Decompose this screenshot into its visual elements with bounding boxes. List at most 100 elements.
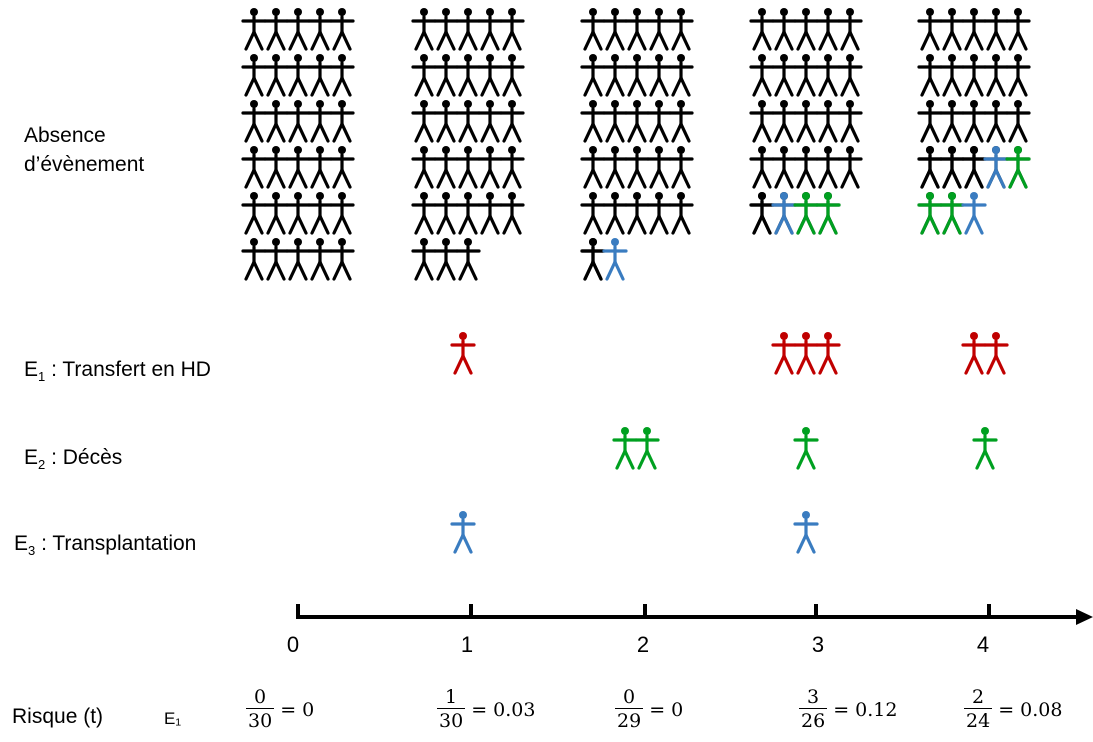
person-no-event bbox=[580, 8, 606, 51]
person-no-event bbox=[917, 100, 943, 143]
person-transfer bbox=[793, 332, 819, 375]
e3-text: : Transplantation bbox=[35, 532, 197, 555]
person-no-event bbox=[749, 54, 775, 97]
person-no-event bbox=[499, 146, 525, 189]
person-death bbox=[972, 427, 998, 470]
person-no-event bbox=[602, 192, 628, 235]
event-e3-label: E3 : Transplantation bbox=[14, 529, 196, 565]
person-no-event bbox=[433, 192, 459, 235]
person-no-event bbox=[307, 8, 333, 51]
person-no-event bbox=[837, 8, 863, 51]
risk-label: Risque (t) bbox=[12, 705, 104, 728]
e1-text: : Transfert en HD bbox=[45, 358, 211, 381]
person-no-event bbox=[668, 8, 694, 51]
risk-numerator: 3 bbox=[807, 686, 820, 708]
person-no-event bbox=[580, 54, 606, 97]
person-no-event bbox=[411, 100, 437, 143]
person-no-event bbox=[477, 192, 503, 235]
person-no-event bbox=[580, 192, 606, 235]
person-no-event bbox=[433, 8, 459, 51]
axis-arrowhead bbox=[1076, 609, 1093, 625]
person-no-event bbox=[646, 146, 672, 189]
person-no-event bbox=[241, 100, 267, 143]
person-no-event bbox=[939, 54, 965, 97]
person-status-overlay bbox=[939, 192, 965, 235]
person-status-overlay bbox=[939, 146, 965, 189]
risk-denominator: 24 bbox=[964, 708, 993, 732]
person-no-event bbox=[624, 146, 650, 189]
person-no-event bbox=[668, 192, 694, 235]
person-no-event bbox=[241, 192, 267, 235]
person-no-event bbox=[602, 54, 628, 97]
person-no-event bbox=[917, 8, 943, 51]
person-no-event bbox=[455, 192, 481, 235]
person-no-event bbox=[749, 8, 775, 51]
person-no-event bbox=[580, 146, 606, 189]
person-no-event bbox=[917, 54, 943, 97]
person-transplant-overlay bbox=[602, 238, 628, 281]
person-no-event bbox=[241, 238, 267, 281]
person-no-event bbox=[983, 8, 1009, 51]
person-no-event bbox=[1005, 54, 1031, 97]
person-no-event bbox=[499, 100, 525, 143]
e3-sub: 3 bbox=[28, 543, 36, 559]
risk-event-label: E₁ bbox=[164, 709, 182, 728]
person-no-event bbox=[624, 192, 650, 235]
person-no-event bbox=[793, 54, 819, 97]
person-no-event bbox=[624, 100, 650, 143]
person-no-event bbox=[961, 100, 987, 143]
no-event-label-line1: Absence bbox=[24, 124, 106, 147]
person-no-event bbox=[771, 100, 797, 143]
person-no-event bbox=[646, 192, 672, 235]
person-no-event bbox=[477, 54, 503, 97]
person-no-event bbox=[499, 8, 525, 51]
person-no-event bbox=[285, 54, 311, 97]
risk-value: = 0 bbox=[280, 698, 315, 721]
person-death bbox=[793, 427, 819, 470]
risk-fraction-t1: 1 30 = 0.03 bbox=[437, 686, 535, 733]
person-no-event bbox=[771, 54, 797, 97]
tick-label-3: 3 bbox=[811, 632, 825, 657]
person-no-event bbox=[580, 238, 606, 281]
tick-label-4: 4 bbox=[976, 632, 990, 657]
person-transplant bbox=[450, 511, 476, 554]
person-status-overlay bbox=[983, 146, 1009, 189]
person-no-event bbox=[793, 8, 819, 51]
person-status-overlay bbox=[1005, 146, 1031, 189]
person-no-event bbox=[668, 100, 694, 143]
person-death bbox=[612, 427, 638, 470]
person-no-event bbox=[837, 146, 863, 189]
person-no-event bbox=[411, 238, 437, 281]
person-no-event bbox=[241, 8, 267, 51]
person-transfer bbox=[771, 332, 797, 375]
person-no-event bbox=[307, 192, 333, 235]
person-no-event bbox=[815, 54, 841, 97]
person-no-event bbox=[668, 146, 694, 189]
person-no-event bbox=[793, 146, 819, 189]
person-transfer bbox=[815, 332, 841, 375]
person-no-event bbox=[307, 238, 333, 281]
person-no-event bbox=[285, 100, 311, 143]
person-no-event bbox=[646, 54, 672, 97]
person-no-event bbox=[285, 146, 311, 189]
person-no-event bbox=[749, 100, 775, 143]
risk-fraction-t2: 0 29 = 0 bbox=[615, 686, 683, 733]
person-no-event bbox=[580, 100, 606, 143]
risk-numerator: 0 bbox=[254, 686, 267, 708]
person-no-event bbox=[263, 192, 289, 235]
person-no-event bbox=[433, 238, 459, 281]
person-no-event bbox=[433, 54, 459, 97]
person-transfer bbox=[450, 332, 476, 375]
risk-fraction-t3: 3 26 = 0.12 bbox=[799, 686, 897, 733]
person-no-event bbox=[285, 238, 311, 281]
person-no-event bbox=[455, 238, 481, 281]
tick-label-1: 1 bbox=[460, 632, 474, 657]
person-no-event bbox=[433, 146, 459, 189]
person-status-overlay bbox=[917, 146, 943, 189]
person-status-overlay bbox=[961, 146, 987, 189]
risk-value: = 0.12 bbox=[833, 698, 898, 721]
person-no-event bbox=[749, 146, 775, 189]
person-no-event bbox=[263, 54, 289, 97]
e3-prefix: E bbox=[14, 532, 29, 555]
